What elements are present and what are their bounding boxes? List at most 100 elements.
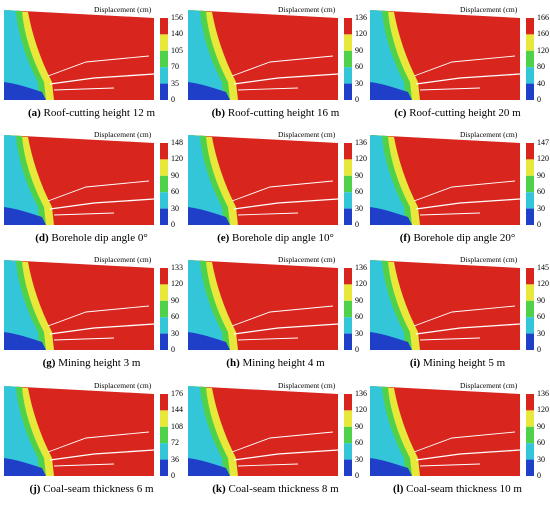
legend-title: Displacement (cm): [278, 130, 336, 139]
displacement-contour-plot: [370, 10, 534, 100]
colorbar-segment: [160, 459, 168, 476]
legend-title: Displacement (cm): [94, 255, 152, 264]
panel-caption: (h) Mining height 4 m: [188, 357, 363, 369]
colorbar-segment: [526, 83, 534, 100]
colorbar-tick-label: 108: [171, 421, 183, 431]
colorbar-tick-label: 136: [355, 138, 367, 147]
colorbar-segment: [344, 317, 352, 334]
fracture-line: [413, 55, 516, 77]
colorbar-tick-label: 160: [537, 29, 549, 39]
colorbar-segment: [344, 192, 352, 209]
displacement-contour-plot: [4, 386, 168, 476]
zone-blue: [188, 332, 230, 350]
fracture-line: [237, 212, 299, 216]
colorbar-segment: [344, 300, 352, 318]
legend-title: Displacement (cm): [278, 5, 336, 14]
displacement-contour-plot: [370, 386, 534, 476]
colorbar-segment: [344, 426, 352, 444]
fracture-line: [53, 463, 115, 467]
colorbar-tick-label: 30: [355, 328, 363, 338]
zone-cyan: [188, 260, 224, 350]
panel-caption-text: Coal-seam thickness 8 m: [225, 483, 339, 495]
colorbar-segment: [160, 333, 168, 350]
panel-caption: (j) Coal-seam thickness 6 m: [4, 483, 179, 495]
fracture-line: [415, 73, 521, 85]
colorbar-tick-label: 40: [537, 78, 545, 88]
panel-letter: (g): [42, 357, 56, 369]
legend-title: Displacement (cm): [94, 5, 152, 14]
colorbar-segment: [526, 34, 534, 51]
panel-caption: (a) Roof-cutting height 12 m: [4, 107, 179, 119]
panel-caption-text: Borehole dip angle 20°: [410, 232, 516, 244]
colorbar-segment: [160, 18, 168, 35]
colorbar-tick-label: 140: [171, 29, 183, 39]
fracture-line: [413, 180, 516, 202]
zone-blue: [370, 207, 412, 225]
colorbar-segment: [344, 83, 352, 100]
zone-blue: [4, 82, 46, 100]
fracture-line: [49, 323, 155, 335]
legend-title: Displacement (cm): [460, 255, 518, 264]
fracture-line: [53, 212, 115, 216]
legend-title: Displacement (cm): [460, 5, 518, 14]
colorbar-tick-label: 120: [355, 154, 367, 164]
colorbar-tick-label: 30: [537, 328, 545, 338]
panel-caption-text: Coal-seam thickness 6 m: [40, 483, 154, 495]
colorbar-segment: [160, 34, 168, 51]
colorbar-segment: [344, 394, 352, 411]
colorbar-tick-label: 145: [537, 263, 549, 272]
fracture-line: [231, 305, 334, 327]
colorbar-tick-label: 120: [537, 405, 549, 415]
colorbar-segment: [526, 159, 534, 176]
zone-blue: [370, 82, 412, 100]
colorbar-segment: [344, 67, 352, 84]
fracture-line: [415, 449, 521, 461]
panel-caption: (b) Roof-cutting height 16 m: [188, 107, 363, 119]
panel-letter: (e): [217, 232, 230, 244]
colorbar-tick-label: 30: [355, 454, 363, 464]
colorbar-tick-label: 0: [355, 220, 359, 229]
colorbar-tick-label: 90: [171, 170, 179, 180]
colorbar-segment: [160, 208, 168, 225]
colorbar-tick-label: 0: [355, 471, 359, 480]
fracture-line: [47, 305, 150, 327]
colorbar-segment: [526, 50, 534, 68]
colorbar-tick-label: 147: [537, 138, 549, 147]
colorbar-tick-label: 0: [171, 471, 175, 480]
colorbar-tick-label: 120: [355, 405, 367, 415]
colorbar-segment: [526, 410, 534, 427]
panel-caption: (l) Coal-seam thickness 10 m: [370, 483, 545, 495]
colorbar-tick-label: 60: [355, 187, 363, 197]
colorbar-tick-label: 136: [355, 389, 367, 398]
colorbar-segment: [526, 208, 534, 225]
colorbar-segment: [526, 459, 534, 476]
panel-caption-text: Mining height 3 m: [55, 357, 141, 369]
colorbar-segment: [526, 18, 534, 35]
fracture-line: [233, 449, 339, 461]
colorbar-tick-label: 30: [355, 203, 363, 213]
colorbar-segment: [526, 426, 534, 444]
colorbar-segment: [344, 333, 352, 350]
colorbar-segment: [344, 34, 352, 51]
colorbar-tick-label: 0: [537, 471, 541, 480]
colorbar-segment: [160, 192, 168, 209]
fracture-line: [231, 431, 334, 453]
colorbar-tick-label: 30: [537, 203, 545, 213]
panel-letter: (d): [35, 232, 49, 244]
colorbar-segment: [160, 50, 168, 68]
colorbar-segment: [526, 317, 534, 334]
colorbar-segment: [526, 67, 534, 84]
colorbar-segment: [344, 175, 352, 193]
displacement-contour-plot: [188, 10, 352, 100]
colorbar-segment: [160, 426, 168, 444]
fracture-line: [49, 198, 155, 210]
panel-caption-text: Coal-seam thickness 10 m: [403, 483, 522, 495]
panel-g: Displacement (cm) 133 120 90 60 30 0 (g) Mining…: [4, 254, 183, 378]
panel-caption-text: Mining height 4 m: [239, 357, 325, 369]
colorbar-tick-label: 148: [171, 138, 183, 147]
panel-caption: (d) Borehole dip angle 0°: [4, 232, 179, 244]
panel-caption-text: Borehole dip angle 0°: [48, 232, 148, 244]
panel-e: Displacement (cm) 136 120 90 60 30 0 (e) Boreho…: [188, 129, 367, 253]
colorbar-tick-label: 36: [171, 454, 179, 464]
colorbar-segment: [344, 143, 352, 160]
